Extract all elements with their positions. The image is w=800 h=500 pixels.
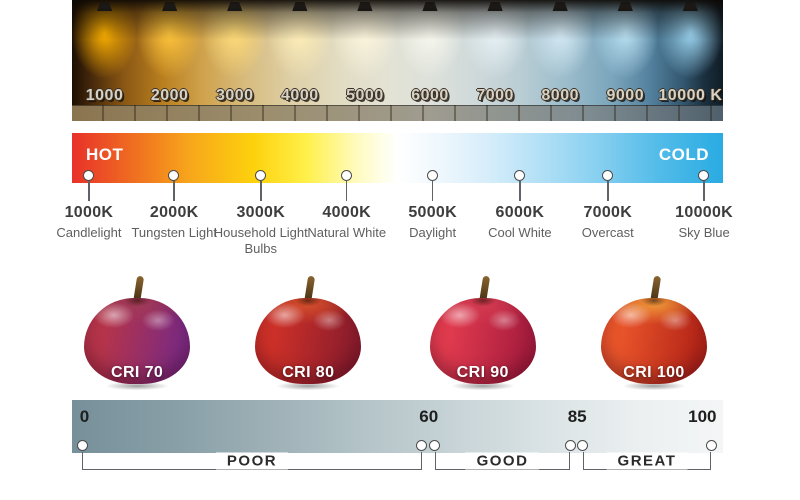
cri-marker-circle-icon bbox=[564, 440, 576, 451]
source-name: Daylight bbox=[409, 225, 457, 240]
cri-value-label: CRI 100 bbox=[623, 364, 685, 381]
source-name: Tungsten Light bbox=[131, 225, 217, 240]
cri-value-label: CRI 70 bbox=[110, 364, 164, 381]
cri-tick-value: 0 bbox=[79, 407, 90, 426]
apple-shadow bbox=[264, 380, 353, 392]
marker-stem bbox=[431, 181, 434, 201]
source-name: Candlelight bbox=[56, 225, 122, 240]
kelvin-number: 6000 bbox=[411, 87, 449, 104]
kelvin-value: 2000K bbox=[149, 204, 199, 221]
kelvin-number: 3000 bbox=[215, 87, 254, 104]
temperature-label: 4000K Natural White bbox=[299, 204, 395, 241]
cri-value-label: CRI 80 bbox=[282, 364, 335, 381]
kelvin-value: 10000K bbox=[675, 204, 734, 221]
apple-cri-100: CRI 100 bbox=[596, 270, 712, 392]
kelvin-number: 5000 bbox=[346, 87, 384, 104]
temperature-label: 10000K Sky Blue bbox=[656, 204, 752, 241]
marker-circle-icon bbox=[601, 170, 613, 181]
kelvin-value: 1000K bbox=[64, 204, 114, 221]
marker-stem bbox=[345, 181, 348, 201]
marker-circle-icon bbox=[426, 170, 438, 181]
cri-range-label: POOR bbox=[215, 452, 289, 470]
kelvin-value: 7000K bbox=[583, 204, 633, 221]
temperature-label: 2000K Tungsten Light bbox=[126, 204, 222, 241]
cri-gradient-bar bbox=[72, 400, 723, 453]
apple-shadow bbox=[438, 380, 527, 392]
cri-range-label: GOOD bbox=[465, 452, 540, 470]
kelvin-value: 6000K bbox=[495, 204, 545, 221]
kelvin-number: 7000 bbox=[476, 87, 514, 104]
kelvin-number: 2000 bbox=[150, 87, 189, 104]
cri-tick-value: 85 bbox=[567, 407, 587, 426]
source-name: Sky Blue bbox=[678, 225, 730, 240]
kelvin-number: 4000 bbox=[281, 87, 319, 104]
photo-floor bbox=[72, 105, 723, 121]
marker-circle-icon bbox=[82, 170, 94, 181]
photo-ceiling-shadow bbox=[72, 0, 723, 40]
hot-label: HOT bbox=[86, 145, 124, 164]
kelvin-value: 3000K bbox=[236, 204, 286, 221]
source-name: Cool White bbox=[488, 225, 552, 240]
cri-range-bracket: POOR bbox=[82, 452, 422, 470]
marker-stem bbox=[703, 181, 705, 201]
apple-shadow bbox=[609, 380, 699, 392]
kelvin-photo: 1000 2000 3000 4000 5000 6000 7000 8000 9000 1000… bbox=[72, 0, 723, 121]
source-name: Natural White bbox=[307, 225, 387, 240]
apple-image: CRI 90 bbox=[429, 298, 536, 384]
marker-circle-icon bbox=[513, 170, 525, 181]
marker-stem bbox=[607, 181, 609, 201]
temperature-label: 3000K Household Light Bulbs bbox=[213, 204, 309, 257]
temperature-label: 7000K Overcast bbox=[560, 204, 656, 241]
apple-cri-80: CRI 80 bbox=[250, 270, 366, 392]
cri-marker-circle-icon bbox=[705, 440, 717, 451]
source-name: Household Light Bulbs bbox=[213, 225, 308, 256]
kelvin-value: 4000K bbox=[322, 204, 372, 221]
cri-marker-circle-icon bbox=[416, 440, 428, 451]
marker-circle-icon bbox=[340, 170, 352, 181]
marker-stem bbox=[260, 181, 262, 201]
marker-stem bbox=[88, 181, 90, 201]
kelvin-number: 10000 K bbox=[658, 87, 723, 104]
temperature-label: 6000K Cool White bbox=[472, 204, 568, 241]
apple-cri-70: CRI 70 bbox=[79, 270, 195, 392]
apple-shadow bbox=[93, 380, 182, 392]
apple-cri-90: CRI 90 bbox=[425, 270, 541, 392]
marker-circle-icon bbox=[698, 170, 710, 181]
cri-range-bracket: GREAT bbox=[582, 452, 712, 470]
kelvin-number: 1000 bbox=[85, 87, 124, 104]
apple-image: CRI 100 bbox=[600, 298, 707, 384]
marker-stem bbox=[519, 181, 521, 201]
marker-circle-icon bbox=[254, 170, 266, 181]
cri-tick-value: 60 bbox=[419, 407, 439, 426]
temperature-gradient-bar: HOT COLD 1000K Candlelight 2000K Tungsten L… bbox=[56, 133, 733, 256]
kelvin-number: 8000 bbox=[541, 87, 579, 104]
cri-range-label: GREAT bbox=[606, 452, 688, 470]
cri-value-label: CRI 90 bbox=[456, 364, 509, 381]
apple-image: CRI 80 bbox=[255, 298, 362, 384]
apple-image: CRI 70 bbox=[84, 298, 191, 384]
cri-marker-circle-icon bbox=[429, 440, 441, 451]
source-name: Overcast bbox=[581, 225, 634, 240]
cri-marker-circle-icon bbox=[76, 440, 88, 451]
cri-scale: 0 60 85 100 POOR GOOD GREAT bbox=[72, 400, 723, 492]
marker-circle-icon bbox=[168, 170, 180, 181]
cri-tick-value: 100 bbox=[688, 407, 717, 426]
temperature-label: 5000K Daylight bbox=[385, 204, 481, 241]
temperature-label: 1000K Candlelight bbox=[41, 204, 137, 241]
cri-marker-circle-icon bbox=[577, 440, 589, 451]
cri-range-bracket: GOOD bbox=[434, 452, 570, 470]
kelvin-number: 9000 bbox=[606, 87, 645, 104]
kelvin-value: 5000K bbox=[408, 204, 457, 221]
marker-stem bbox=[173, 181, 175, 201]
cold-label: COLD bbox=[658, 145, 709, 164]
cri-apples-row: CRI 70 CRI 80 CRI 90 CRI 100 bbox=[72, 270, 723, 396]
